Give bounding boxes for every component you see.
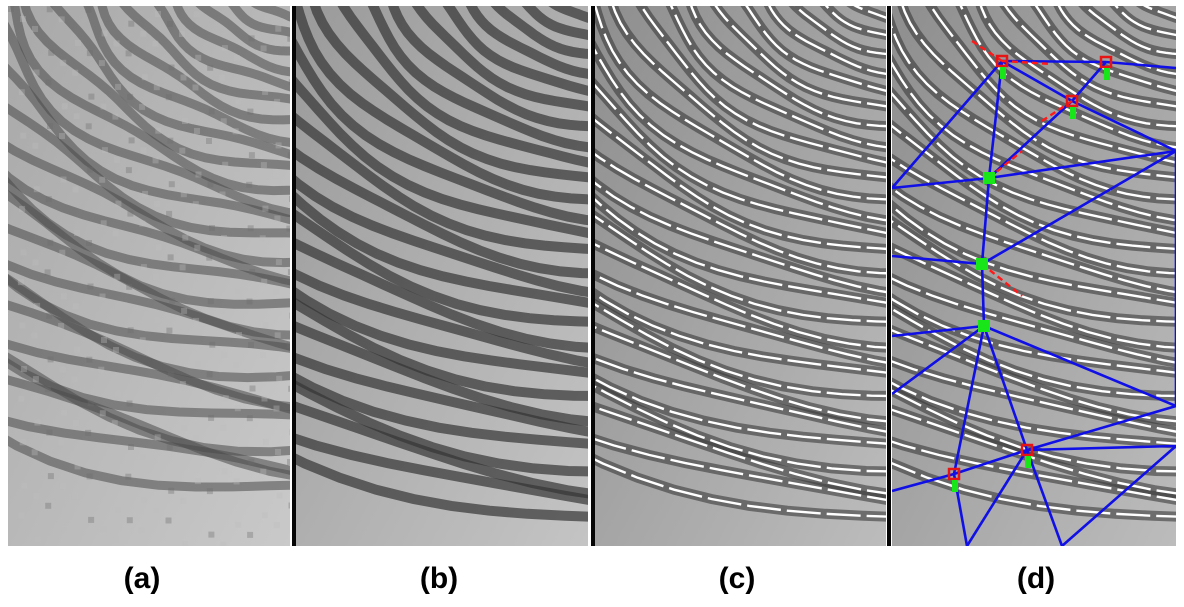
triangulation-edge [988,149,1176,180]
triangulation-edge [982,325,1029,451]
divider-cd [887,6,891,546]
minutia-bifurcation-marker [978,320,990,332]
ridge-pattern [8,6,290,492]
divider-bc [591,6,595,546]
minutia-direction [1001,59,1053,66]
panel-strip [8,6,1176,546]
minutia-direction-tick [1025,456,1031,468]
minutia-ending-marker [1065,94,1079,108]
triangulation-edge [981,149,1176,266]
triangulation-edge [1061,445,1176,546]
minutia-direction-tick [952,480,958,492]
minutia-bifurcation-marker [976,258,988,270]
caption-b: (b) [419,562,459,595]
minutia-direction [981,263,1023,297]
minutia-bifurcation-marker [983,172,995,184]
triangulation-edge [1025,449,1064,546]
triangulation-edge [980,263,986,327]
panel-c [594,6,886,546]
skeleton-lines [892,6,1176,518]
minutia-ending-marker [1020,443,1034,457]
triangulation-edge [983,324,1176,408]
triangulation-edge [1001,59,1107,64]
triangulation-edge [1026,444,1176,452]
triangulation-edge [1105,60,1176,70]
panel-d [892,6,1176,546]
minutia-ending-marker [995,54,1009,68]
minutia-direction [988,150,1023,179]
triangulation-edge [988,100,1073,179]
triangulation-edge [892,254,983,266]
minutiae-points [947,54,1113,492]
triangulation-edge [1071,61,1107,102]
enhanced-fingerprint-image [296,6,588,546]
triangulation-edges [892,59,1176,546]
triangulation-edge [980,177,991,265]
caption-a: (a) [123,562,161,595]
noise-texture [8,6,290,546]
divider-ab [292,6,296,546]
triangulation-edge [987,60,1004,179]
minutia-ending-marker [1099,55,1113,69]
caption-c: (c) [718,562,756,595]
minutia-direction-tick [1070,107,1076,119]
ridge-pattern [296,6,588,522]
triangulation-edge [892,176,990,190]
minutia-direction [971,40,1003,62]
minutia-directions [971,40,1073,297]
triangulation-edge [965,449,1029,546]
triangulation-edge [1071,99,1176,153]
triangulation-edge [1026,404,1176,452]
triangulation-edge [892,60,1003,189]
triangulation-edge [892,472,955,493]
raw-fingerprint-image [8,6,290,546]
minutia-direction-tick [1000,67,1006,79]
skeleton-overlay-image [594,6,886,546]
panel-b [296,6,588,546]
triangulation-edge [953,448,1028,476]
triangulation-edge [952,325,986,475]
minutia-ending-marker [947,467,961,481]
caption-d: (d) [1016,562,1056,595]
minutia-direction-tick [1104,68,1110,80]
triangulation-edge [892,324,985,396]
panel-a [8,6,290,546]
minutia-direction [1041,100,1073,122]
triangulation-edge [1001,59,1073,103]
minutiae-triangulation-image [892,6,1176,546]
triangulation-edge [892,324,985,338]
